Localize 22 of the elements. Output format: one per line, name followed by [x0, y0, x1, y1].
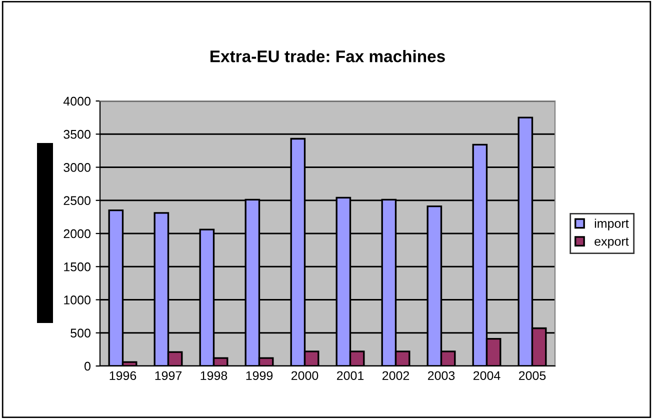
y-tick-label: 3500	[64, 130, 90, 139]
x-tick-label: 2003	[428, 371, 455, 380]
chart-title: Extra-EU trade: Fax machines	[210, 50, 445, 62]
x-tick-label: 2002	[382, 371, 410, 380]
y-tick-label: 4000	[63, 96, 90, 106]
x-tick-label: 2004	[473, 371, 500, 380]
x-tick-label: 2005	[518, 371, 546, 380]
y-tick-label: 1000	[64, 296, 90, 304]
y-tick-label: 2500	[64, 196, 90, 206]
legend-label: import	[594, 218, 629, 230]
y-tick-label: 1500	[64, 262, 90, 272]
x-tick-label: 1997	[155, 371, 182, 380]
y-tick-label: 3000	[64, 163, 90, 172]
legend-label: export	[594, 238, 629, 248]
y-tick-label: 500	[70, 328, 90, 338]
y-tick-label: 0	[84, 362, 90, 371]
x-tick-label: 1996	[110, 371, 136, 380]
x-tick-label: 2001	[336, 371, 364, 380]
y-tick-label: 2000	[64, 229, 90, 238]
x-tick-label: 1999	[246, 371, 273, 380]
x-tick-label: 2000	[291, 371, 318, 380]
x-tick-label: 1998	[200, 371, 228, 380]
